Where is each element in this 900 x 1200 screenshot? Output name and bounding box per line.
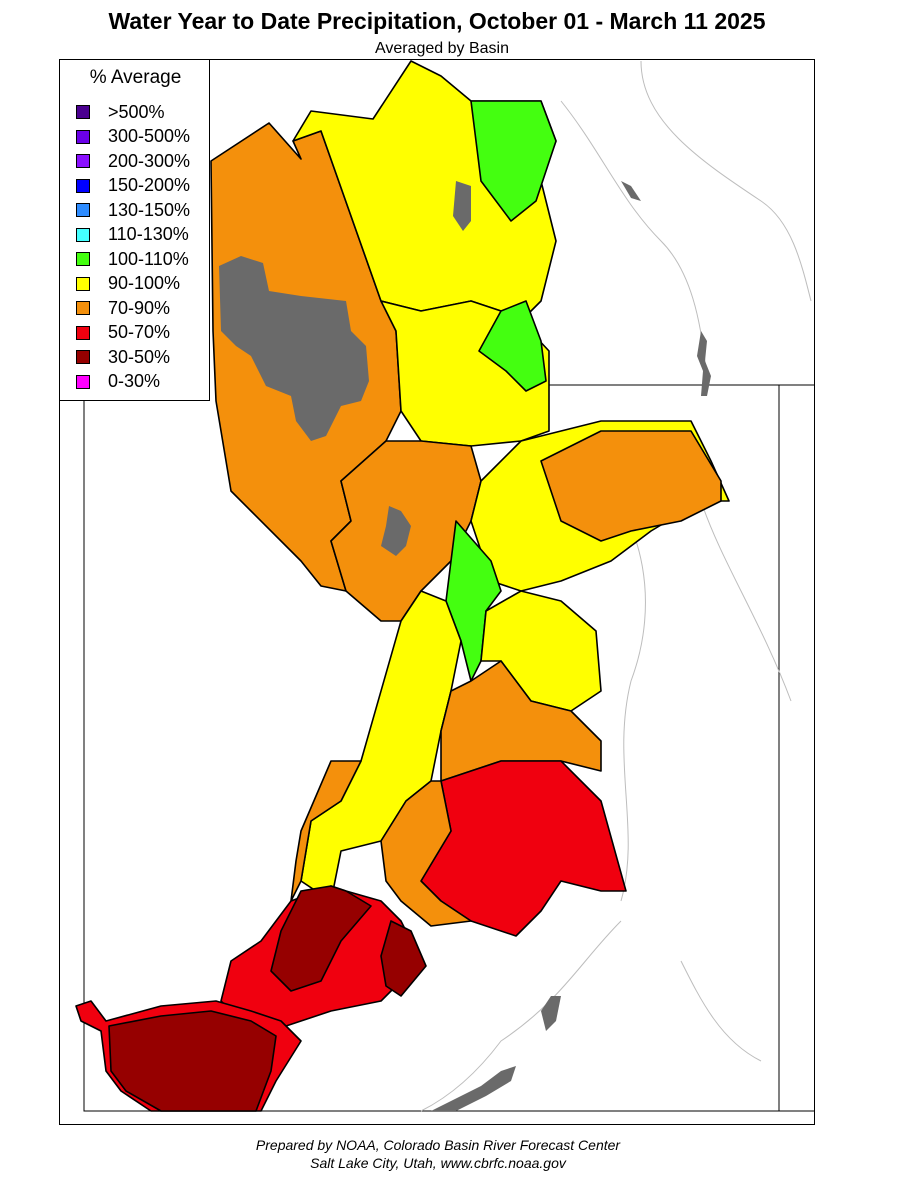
river-san-juan (420, 920, 622, 1112)
lake-powell (431, 1066, 516, 1111)
legend-label: 30-50% (108, 346, 171, 367)
credit: Prepared by NOAA, Colorado Basin River F… (0, 1136, 876, 1172)
no-data-areas (219, 181, 471, 556)
basin-yampa-east (478, 300, 547, 392)
basin-virgin-upper (270, 885, 372, 992)
river-green (560, 100, 707, 372)
legend-label: >500% (108, 101, 165, 122)
legend-item: 90-100% (76, 272, 190, 297)
legend-item: 130-150% (76, 198, 190, 223)
legend-label: 150-200% (108, 175, 191, 196)
map-title: Water Year to Date Precipitation, Octobe… (108, 8, 766, 34)
legend-label: 100-110% (108, 248, 189, 269)
legend-item: 150-200% (76, 174, 190, 199)
credit-line-1: Prepared by NOAA, Colorado Basin River F… (255, 1137, 621, 1153)
legend-swatch (76, 252, 90, 267)
legend-swatch (76, 276, 90, 291)
legend-label: 90-100% (108, 273, 181, 294)
credit-line-2: Salt Lake City, Utah, www.cbrfc.noaa.gov (310, 1155, 566, 1171)
legend-title: % Average (89, 67, 182, 88)
great-salt-lake (219, 256, 369, 441)
lake-fontenelle (621, 181, 641, 201)
legend-item: 50-70% (76, 321, 190, 346)
river-north (640, 60, 812, 302)
legend-label: 300-500% (108, 126, 191, 147)
basin-escalante (380, 780, 472, 927)
basin-green-headwaters (470, 100, 557, 222)
lakes (431, 181, 711, 1111)
legend-item: 300-500% (76, 125, 190, 150)
legend-swatch (76, 105, 90, 120)
legend-item: 110-130% (76, 223, 190, 248)
legend-swatch (76, 374, 90, 389)
lake-fontenelle-reservoir (453, 181, 471, 231)
legend-swatch (76, 154, 90, 169)
legend-swatch (76, 178, 90, 193)
map-subtitle: Averaged by Basin (374, 40, 509, 57)
utah-lake (381, 506, 411, 556)
legend-swatch (76, 203, 90, 218)
legend-swatch (76, 227, 90, 242)
river-south (680, 960, 762, 1062)
legend-item: 70-90% (76, 296, 190, 321)
legend-item: 0-30% (76, 370, 190, 395)
basin-kanab (380, 920, 427, 997)
legend-swatch (76, 129, 90, 144)
legend-item: 200-300% (76, 149, 190, 174)
lake-navajo (541, 996, 561, 1031)
legend: % Average >500% 300-500% 200-300% 150-20… (59, 59, 210, 401)
legend-list: >500% 300-500% 200-300% 150-200% 130-150… (76, 100, 190, 394)
legend-swatch (76, 350, 90, 365)
basin-map (75, 60, 814, 1112)
legend-swatch (76, 301, 90, 316)
legend-item: >500% (76, 100, 190, 125)
state-border-az (83, 401, 814, 1112)
legend-label: 200-300% (108, 150, 191, 171)
basin-white-yampa (540, 430, 722, 542)
basin-sevier-west (290, 760, 362, 902)
legend-label: 0-30% (108, 371, 161, 392)
basin-lower-virgin-core (108, 1010, 277, 1112)
lake-flaming-gorge-east (697, 331, 711, 396)
basin-san-rafael (480, 590, 602, 712)
legend-label: 50-70% (108, 322, 171, 343)
legend-swatch (76, 325, 90, 340)
legend-label: 130-150% (108, 199, 191, 220)
map-frame (59, 59, 815, 1125)
legend-label: 110-130% (108, 224, 189, 245)
rivers (420, 60, 812, 1112)
legend-label: 70-90% (108, 297, 171, 318)
legend-item: 100-110% (76, 247, 190, 272)
river-east (700, 500, 792, 702)
legend-item: 30-50% (76, 345, 190, 370)
